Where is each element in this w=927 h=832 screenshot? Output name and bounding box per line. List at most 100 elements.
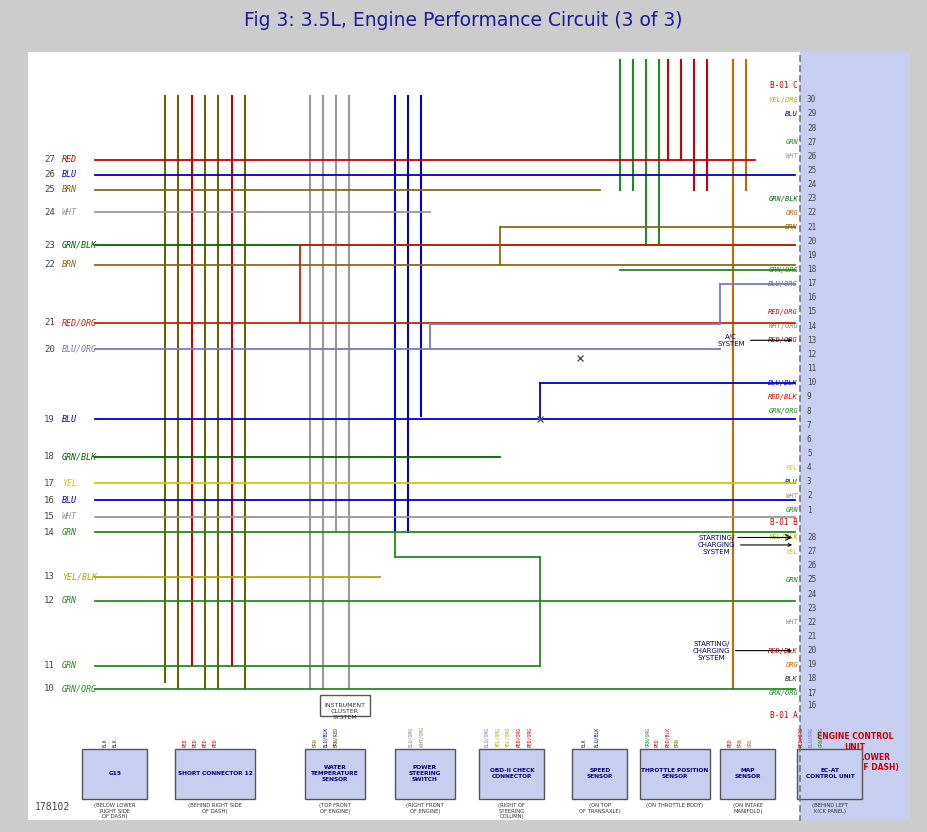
Text: GRN/ORG: GRN/ORG <box>645 727 650 747</box>
Text: WHT: WHT <box>62 208 77 216</box>
Text: THROTTLE POSITION
SENSOR: THROTTLE POSITION SENSOR <box>641 769 708 779</box>
Text: INSTRUMENT
CLUSTER
SYSTEM: INSTRUMENT CLUSTER SYSTEM <box>324 703 365 720</box>
Text: 27: 27 <box>807 547 817 556</box>
Text: 21: 21 <box>807 223 817 231</box>
Text: YEL/BLK: YEL/BLK <box>62 572 97 581</box>
Text: 10: 10 <box>807 379 817 387</box>
Text: BLU/ORG: BLU/ORG <box>768 280 798 287</box>
Text: 19: 19 <box>807 661 817 669</box>
Text: 29: 29 <box>807 110 817 118</box>
Text: GRN/BLK: GRN/BLK <box>768 196 798 202</box>
Bar <box>640 749 710 799</box>
Text: 3: 3 <box>807 478 812 486</box>
Text: YEL/ORG: YEL/ORG <box>505 727 510 747</box>
Text: SHORT CONNECTOR 12: SHORT CONNECTOR 12 <box>178 771 252 776</box>
Text: 17: 17 <box>807 280 817 288</box>
Bar <box>305 749 365 799</box>
Text: (RIGHT FRONT
OF ENGINE): (RIGHT FRONT OF ENGINE) <box>406 803 444 814</box>
Text: 15: 15 <box>44 513 55 521</box>
Text: GRN: GRN <box>62 597 77 605</box>
Text: GRN/ORG: GRN/ORG <box>768 266 798 273</box>
Bar <box>797 749 862 799</box>
Text: RED: RED <box>183 739 188 747</box>
Text: B-01 A: B-01 A <box>770 711 798 720</box>
Text: BLK: BLK <box>113 739 118 747</box>
Text: 24: 24 <box>44 208 55 216</box>
Text: B-01 B: B-01 B <box>770 518 798 527</box>
Text: 27: 27 <box>44 156 55 164</box>
Text: ENGINE CONTROL
UNIT
(BEHIND LOWER
LEFT SIDE OF DASH): ENGINE CONTROL UNIT (BEHIND LOWER LEFT S… <box>811 732 899 772</box>
Text: RED/ORG: RED/ORG <box>527 727 532 747</box>
Text: YEL: YEL <box>62 479 77 488</box>
Bar <box>573 749 628 799</box>
Text: EC-AT
CONTROL UNIT: EC-AT CONTROL UNIT <box>806 769 855 779</box>
Text: GRN: GRN <box>785 507 798 513</box>
Text: 12: 12 <box>807 350 817 359</box>
Text: YEL: YEL <box>785 548 798 555</box>
Bar <box>395 749 455 799</box>
Text: RED: RED <box>203 739 208 747</box>
Text: 9: 9 <box>807 393 812 401</box>
Text: (TOP FRONT
OF ENGINE): (TOP FRONT OF ENGINE) <box>319 803 351 814</box>
Text: (BEHIND LEFT
KICK PANEL): (BEHIND LEFT KICK PANEL) <box>812 803 848 814</box>
Text: 5: 5 <box>807 449 812 458</box>
Text: 14: 14 <box>807 322 817 330</box>
Text: RED: RED <box>62 156 77 164</box>
Text: GRN: GRN <box>62 661 77 670</box>
Text: (ON TOP
OF TRANSAXLE): (ON TOP OF TRANSAXLE) <box>579 803 621 814</box>
Text: WHT/ORG: WHT/ORG <box>768 323 798 329</box>
Text: 26: 26 <box>807 562 817 570</box>
Text: BLU/ORG: BLU/ORG <box>62 345 97 354</box>
Text: 12: 12 <box>44 597 55 605</box>
Text: RED/ORG: RED/ORG <box>768 309 798 315</box>
Text: ORG: ORG <box>785 661 798 668</box>
Text: GRN: GRN <box>62 528 77 537</box>
Text: BLU: BLU <box>62 496 77 504</box>
Text: 15: 15 <box>807 308 817 316</box>
Text: 13: 13 <box>807 336 817 344</box>
Bar <box>479 749 544 799</box>
Text: BLU: BLU <box>785 478 798 485</box>
Text: BRN: BRN <box>62 186 77 194</box>
Text: 25: 25 <box>807 166 817 175</box>
Text: (RIGHT OF
STEERING
COLUMN): (RIGHT OF STEERING COLUMN) <box>499 803 526 820</box>
Text: BRN: BRN <box>785 224 798 230</box>
Text: 20: 20 <box>807 237 817 245</box>
Text: 24: 24 <box>807 181 817 189</box>
Text: SPEED
SENSOR: SPEED SENSOR <box>587 769 614 779</box>
Text: 178102: 178102 <box>35 802 70 812</box>
Text: BLU: BLU <box>62 415 77 423</box>
Text: BRN: BRN <box>738 739 743 747</box>
Text: RED/BLK: RED/BLK <box>665 727 670 747</box>
Text: ORG: ORG <box>748 739 753 747</box>
Bar <box>720 749 776 799</box>
Text: BLU/ORG: BLU/ORG <box>408 727 413 747</box>
Text: WHT: WHT <box>785 493 798 499</box>
Bar <box>175 749 255 799</box>
Text: 30: 30 <box>807 96 817 104</box>
Text: 18: 18 <box>807 265 817 274</box>
Text: WHT/ORG: WHT/ORG <box>420 727 425 747</box>
Text: MAP
SENSOR: MAP SENSOR <box>735 769 761 779</box>
Text: A/C
SYSTEM: A/C SYSTEM <box>717 334 791 347</box>
Text: RED/ORG: RED/ORG <box>768 337 798 344</box>
Text: 23: 23 <box>44 241 55 250</box>
Text: WATER
TEMPERATURE
SENSOR: WATER TEMPERATURE SENSOR <box>311 765 359 782</box>
Text: 4: 4 <box>807 463 812 472</box>
Text: GRN/ORG: GRN/ORG <box>818 727 823 747</box>
Text: 10: 10 <box>44 685 55 693</box>
Text: POWER
STEERING
SWITCH: POWER STEERING SWITCH <box>409 765 441 782</box>
Text: 23: 23 <box>807 604 817 612</box>
Text: YEL/ORG: YEL/ORG <box>495 727 500 747</box>
Text: 8: 8 <box>807 407 812 415</box>
Bar <box>83 749 147 799</box>
Text: 21: 21 <box>44 319 55 327</box>
Text: GRN: GRN <box>785 577 798 583</box>
Text: 11: 11 <box>44 661 55 670</box>
Text: 2: 2 <box>807 492 812 500</box>
Bar <box>800 52 910 820</box>
Text: BLU: BLU <box>62 171 77 179</box>
Text: 25: 25 <box>807 576 817 584</box>
Text: BRN/RED: BRN/RED <box>333 727 338 747</box>
Text: 16: 16 <box>44 496 55 504</box>
